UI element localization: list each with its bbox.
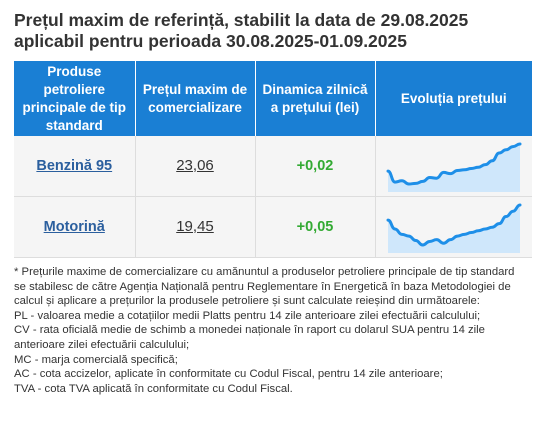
header-daily-change: Dinamica zilnică a prețului (lei) [255, 61, 376, 136]
product-cell: Benzină 95 [14, 136, 136, 197]
price-change: +0,05 [296, 219, 334, 235]
sparkline-line [386, 203, 522, 247]
price-value: 23,06 [176, 157, 214, 174]
footnote-intro: * Prețurile maxime de comercializare cu … [14, 266, 515, 308]
price-cell: 19,45 [135, 196, 256, 258]
footnote-cv: CV - rata oficială medie de schimb a mon… [14, 324, 485, 351]
table-row-benzina: Benzină 95 23,06 +0,02 [14, 136, 532, 197]
footnotes: * Prețurile maxime de comercializare cu … [14, 265, 526, 396]
sparkline-cell [375, 136, 532, 197]
change-cell: +0,02 [255, 136, 376, 197]
table-header-row: Produse petroliere principale de tip sta… [14, 61, 532, 136]
header-price-evolution: Evoluția prețului [375, 61, 532, 136]
sparkline-line [386, 142, 522, 186]
sparkline-benzina [386, 142, 522, 192]
title-line-2: aplicabil pentru perioada 30.08.2025-01.… [14, 31, 407, 51]
footnote-ac: AC - cota accizelor, aplicate în conform… [14, 368, 443, 381]
change-cell: +0,05 [255, 196, 376, 258]
price-change: +0,02 [296, 158, 334, 174]
title-line-1: Prețul maxim de referință, stabilit la d… [14, 10, 469, 30]
sparkline-area [387, 144, 520, 192]
sparkline-motorina [386, 203, 522, 253]
price-cell: 23,06 [135, 136, 256, 197]
table-row-motorina: Motorină 19,45 +0,05 [14, 196, 532, 258]
sparkline-area [387, 205, 520, 253]
page-title: Prețul maxim de referință, stabilit la d… [14, 10, 534, 52]
footnote-pl: PL - valoarea medie a cotațiilor medii P… [14, 309, 481, 322]
footnote-mc: MC - marja comercială specifică; [14, 353, 178, 366]
header-max-price: Prețul maxim de comercializare [135, 61, 256, 136]
sparkline-cell [375, 196, 532, 258]
product-cell: Motorină [14, 196, 136, 258]
product-link-benzina[interactable]: Benzină 95 [36, 158, 113, 174]
price-table: Produse petroliere principale de tip sta… [14, 61, 532, 258]
price-value: 19,45 [176, 218, 214, 235]
footnote-tva: TVA - cota TVA aplicată în conformitate … [14, 382, 293, 395]
header-products: Produse petroliere principale de tip sta… [14, 61, 136, 136]
product-link-motorina[interactable]: Motorină [43, 219, 105, 235]
